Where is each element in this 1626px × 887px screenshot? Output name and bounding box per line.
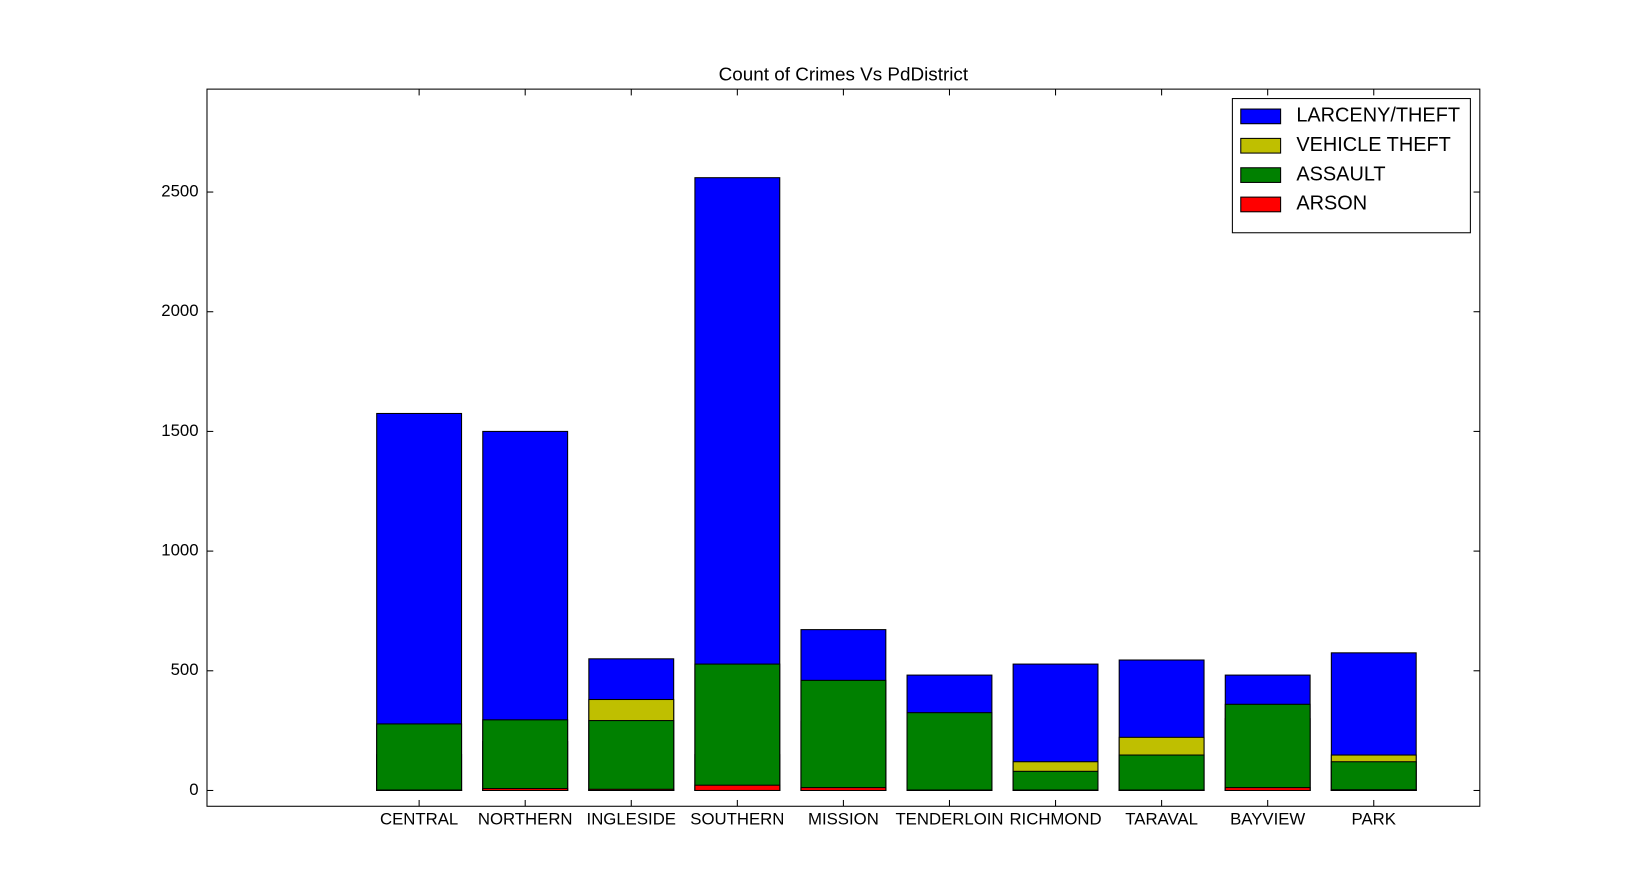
legend-label: ASSAULT <box>1296 163 1385 185</box>
bar <box>1224 703 1311 791</box>
bar <box>588 788 675 791</box>
bar <box>1330 789 1417 791</box>
bar <box>800 679 887 791</box>
bar <box>1118 754 1205 791</box>
bar <box>376 723 463 791</box>
bar <box>482 719 569 791</box>
x-tick-label: PARK <box>1352 809 1396 828</box>
bar <box>694 784 781 791</box>
x-tick-label: INGLESIDE <box>587 809 676 828</box>
legend-label: ARSON <box>1296 193 1367 215</box>
bar <box>800 787 887 791</box>
legend-label: LARCENY/THEFT <box>1296 105 1460 127</box>
bar <box>906 712 993 791</box>
y-tick-label: 1500 <box>161 421 198 440</box>
x-tick-label: NORTHERN <box>478 809 573 828</box>
legend-label: VEHICLE THEFT <box>1296 134 1451 156</box>
legend-swatch <box>1240 196 1282 213</box>
x-tick-label: TENDERLOIN <box>895 809 1003 828</box>
legend-swatch <box>1240 137 1282 154</box>
bar <box>694 663 781 791</box>
bar <box>1012 770 1099 791</box>
x-tick-label: SOUTHERN <box>690 809 784 828</box>
y-tick-label: 2500 <box>161 181 198 200</box>
x-tick-label: CENTRAL <box>380 809 458 828</box>
bar <box>1330 761 1417 791</box>
x-tick-label: BAYVIEW <box>1230 809 1305 828</box>
bar <box>588 720 675 791</box>
x-tick-label: MISSION <box>808 809 879 828</box>
x-tick-label: RICHMOND <box>1009 809 1101 828</box>
legend-swatch <box>1240 108 1282 125</box>
bar <box>482 788 569 791</box>
y-tick-label: 500 <box>171 660 199 679</box>
x-tick-label: TARAVAL <box>1125 809 1198 828</box>
legend-swatch <box>1240 167 1282 183</box>
y-tick-label: 1000 <box>161 541 198 560</box>
chart-title: Count of Crimes Vs PdDistrict <box>719 63 969 84</box>
y-tick-label: 2000 <box>161 301 198 320</box>
bar <box>1224 787 1311 791</box>
y-tick-label: 0 <box>189 780 198 799</box>
